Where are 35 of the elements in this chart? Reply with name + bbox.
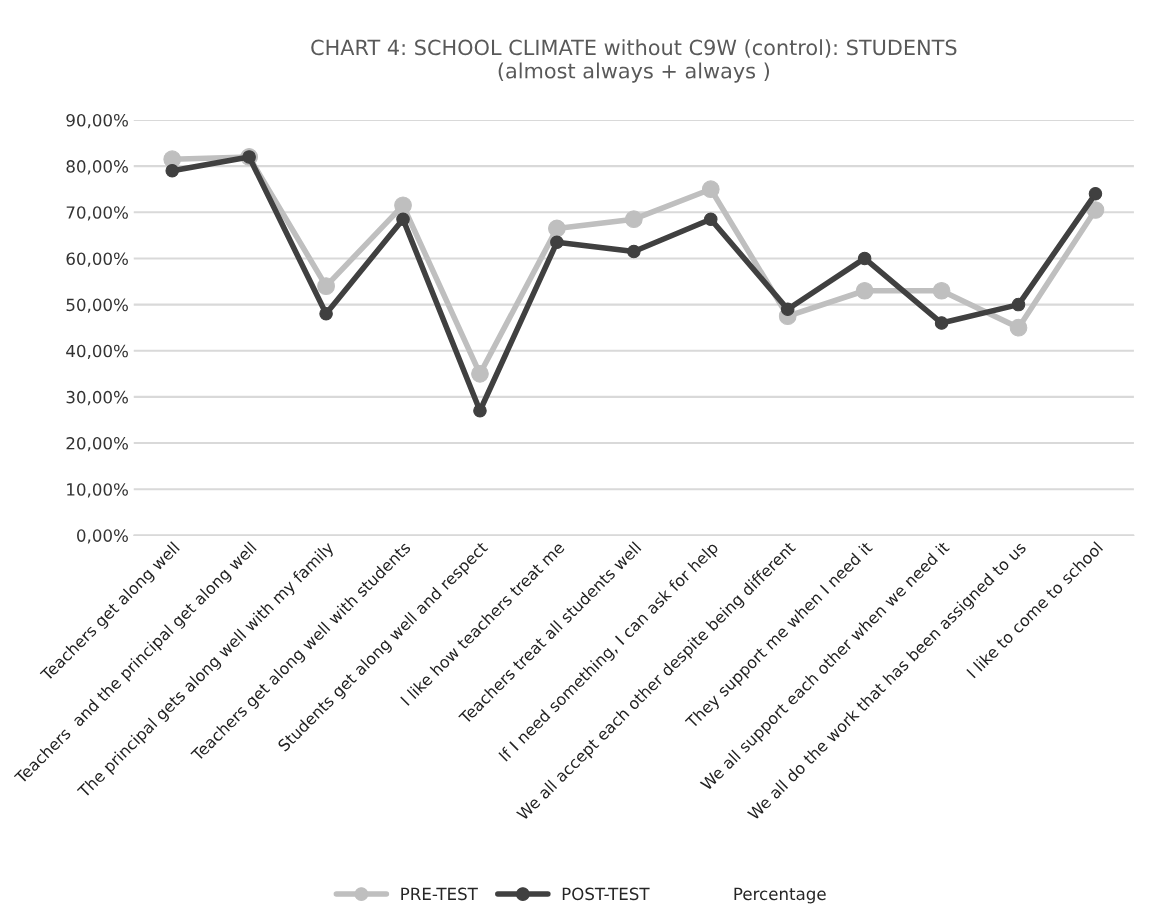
chart-title: CHART 4: SCHOOL CLIMATE without C9W (control): STUDENTS (almost always + always ) [311,39,957,83]
point [855,281,874,300]
point [317,277,335,295]
point [627,244,641,259]
legend-label: POST-TEST [562,887,650,901]
legend-label: PRE-TEST [401,887,478,901]
point [704,212,718,226]
point [1011,297,1026,312]
point [1009,318,1028,337]
y-tick-label: 60,00% [66,252,128,267]
point [857,251,872,266]
point [1086,201,1105,219]
y-tick-label: 40,00% [66,344,128,360]
legend-title: Percentage [734,887,826,904]
point [701,180,720,199]
y-tick-label: 0,00% [77,529,128,544]
point [396,212,410,226]
y-tick-label: 20,00% [66,437,128,452]
y-tick-label: 30,00% [66,390,128,406]
point [165,163,179,178]
point [319,307,333,321]
y-tick-label: 10,00% [67,483,128,498]
point [1088,187,1103,201]
point [624,210,643,229]
point [548,219,566,238]
point [932,281,951,300]
y-tick-label: 50,00% [66,298,128,313]
y-tick-label: 90,00% [66,113,128,129]
point [471,364,489,383]
y-tick-label: 70,00% [66,206,128,221]
point [780,302,795,316]
point [934,316,949,330]
point [394,196,412,215]
y-tick-label: 80,00% [66,160,128,175]
point [550,235,564,250]
